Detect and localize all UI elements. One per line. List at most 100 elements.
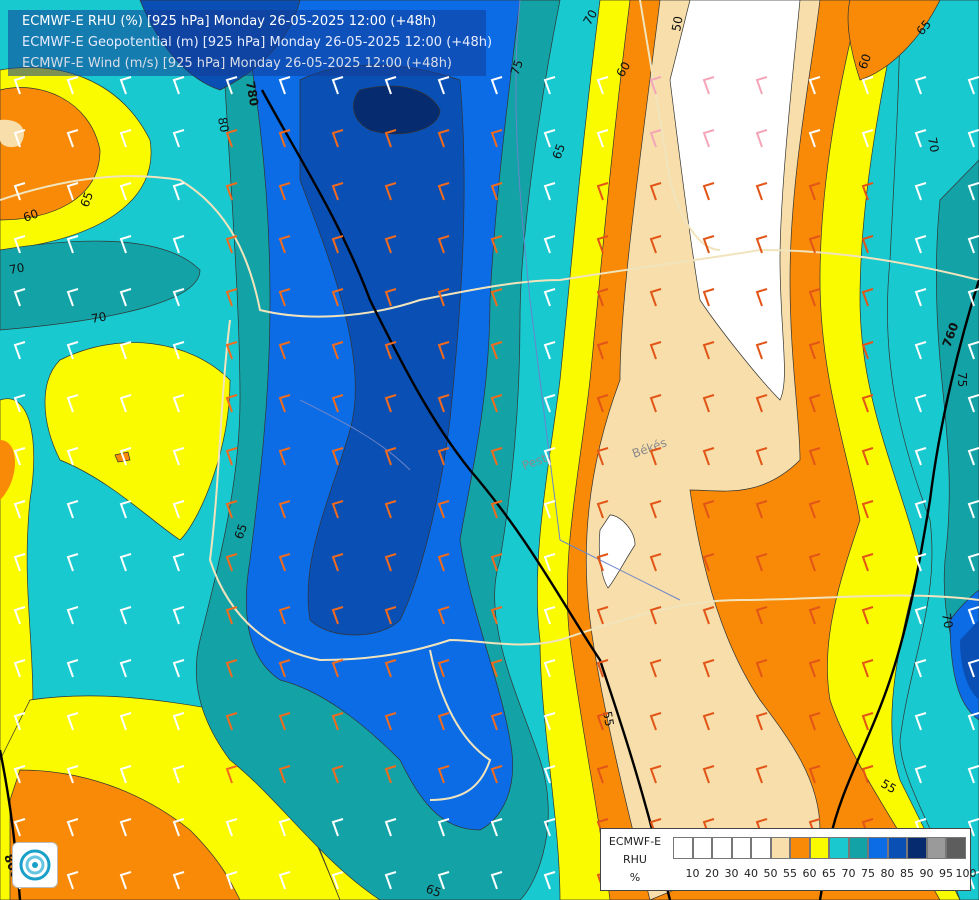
legend-swatch — [946, 837, 966, 859]
wind-barb-icon — [66, 182, 79, 201]
wind-barb-icon — [490, 712, 503, 731]
legend-tick: 80 — [880, 867, 895, 880]
wind-barb-icon — [13, 818, 26, 837]
wind-barb-icon — [649, 341, 662, 360]
wind-barb-icon — [808, 341, 821, 360]
wind-barb-icon — [543, 76, 556, 95]
wind-barb-icon — [755, 341, 768, 360]
wind-barb-icon — [172, 659, 185, 678]
wind-barb-icon — [278, 500, 291, 519]
wind-barb-icon — [596, 606, 609, 625]
wind-barb-icon — [861, 553, 874, 572]
wind-barb-icon — [437, 341, 450, 360]
wind-barb-icon — [702, 500, 715, 519]
wind-barb-icon — [755, 659, 768, 678]
wind-barb-icon — [967, 235, 979, 254]
wind-barb-icon — [649, 129, 662, 148]
wind-barb-icon — [702, 765, 715, 784]
wind-barb-icon — [172, 341, 185, 360]
wind-barb-icon — [543, 712, 556, 731]
wind-barb-icon — [384, 182, 397, 201]
legend-swatch — [809, 837, 829, 859]
legend-unit: % — [629, 871, 641, 884]
wind-barb-icon — [649, 447, 662, 466]
wind-barb-icon — [967, 765, 979, 784]
wind-barb-icon — [861, 129, 874, 148]
wind-barb-icon — [861, 500, 874, 519]
wind-barb-icon — [66, 288, 79, 307]
wind-barb-icon — [861, 712, 874, 731]
wind-barb-icon — [225, 235, 238, 254]
wind-barb-icon — [543, 129, 556, 148]
wind-barb-icon — [490, 553, 503, 572]
wind-barb-icon — [225, 394, 238, 413]
legend-swatch — [868, 837, 888, 859]
wind-barb-icon — [13, 765, 26, 784]
wind-barb-icon — [278, 235, 291, 254]
wind-barb-icon — [119, 659, 132, 678]
wind-barb-icon — [490, 235, 503, 254]
wind-barb-icon — [13, 288, 26, 307]
wind-barb-icon — [384, 129, 397, 148]
wind-barb-icon — [225, 818, 238, 837]
rhu-legend: ECMWF-E RHU % 10 20 30 40 50 55 60 65 70 75 80 85 90… — [600, 828, 977, 891]
wind-barb-icon — [119, 288, 132, 307]
wind-barb-icon — [278, 818, 291, 837]
wind-barb-icon — [543, 659, 556, 678]
wind-barb-icon — [967, 288, 979, 307]
wind-barb-icon — [225, 500, 238, 519]
wind-barb-icon — [861, 447, 874, 466]
wind-barb-icon — [119, 500, 132, 519]
wind-barb-icon — [13, 553, 26, 572]
wind-barb-icon — [543, 765, 556, 784]
wind-barb-icon — [596, 659, 609, 678]
wind-barb-icon — [702, 288, 715, 307]
wind-barb-icon — [384, 606, 397, 625]
wind-barb-icon — [596, 76, 609, 95]
wind-barb-icon — [225, 659, 238, 678]
wind-barb-icon — [914, 500, 927, 519]
wind-barb-icon — [331, 341, 344, 360]
wind-barb-icon — [13, 606, 26, 625]
wind-barb-icon — [755, 500, 768, 519]
wind-barb-icon — [914, 659, 927, 678]
rhu-label: 75 — [508, 58, 526, 77]
legend-swatch — [673, 837, 693, 859]
wind-barb-icon — [649, 288, 662, 307]
wind-barb-icon — [808, 235, 821, 254]
wind-barb-icon — [172, 500, 185, 519]
wind-barb-icon — [384, 341, 397, 360]
wind-barb-icon — [914, 394, 927, 413]
wind-barb-icon — [861, 76, 874, 95]
wind-barb-icon — [278, 341, 291, 360]
wind-barb-icon — [914, 712, 927, 731]
wind-barb-icon — [490, 288, 503, 307]
wind-barb-icon — [702, 606, 715, 625]
wind-barb-icon — [119, 182, 132, 201]
wind-barb-icon — [278, 447, 291, 466]
wind-barb-icon — [967, 606, 979, 625]
legend-swatch — [712, 837, 732, 859]
wind-barb-icon — [649, 500, 662, 519]
wind-barb-icon — [702, 235, 715, 254]
wind-barb-icon — [914, 447, 927, 466]
wind-barb-icon — [225, 341, 238, 360]
wind-barb-icon — [437, 712, 450, 731]
legend-tick: 100 — [955, 867, 977, 880]
wind-barb-icon — [13, 129, 26, 148]
legend-swatch — [829, 837, 849, 859]
legend-swatch — [770, 837, 790, 859]
wind-barb-icon — [119, 447, 132, 466]
wind-barb-icon — [331, 871, 344, 890]
wind-barb-icon — [596, 500, 609, 519]
wind-barb-icon — [384, 553, 397, 572]
wind-barb-icon — [490, 871, 503, 890]
wind-barb-icon — [808, 659, 821, 678]
wind-barb-icon — [808, 500, 821, 519]
ecmwf-logo-icon — [12, 842, 58, 888]
wind-barb-icon — [914, 182, 927, 201]
wind-barb-icon — [755, 235, 768, 254]
wind-barb-icon — [967, 341, 979, 360]
rhu-label: 55 — [600, 710, 616, 727]
wind-barb-icon — [755, 553, 768, 572]
